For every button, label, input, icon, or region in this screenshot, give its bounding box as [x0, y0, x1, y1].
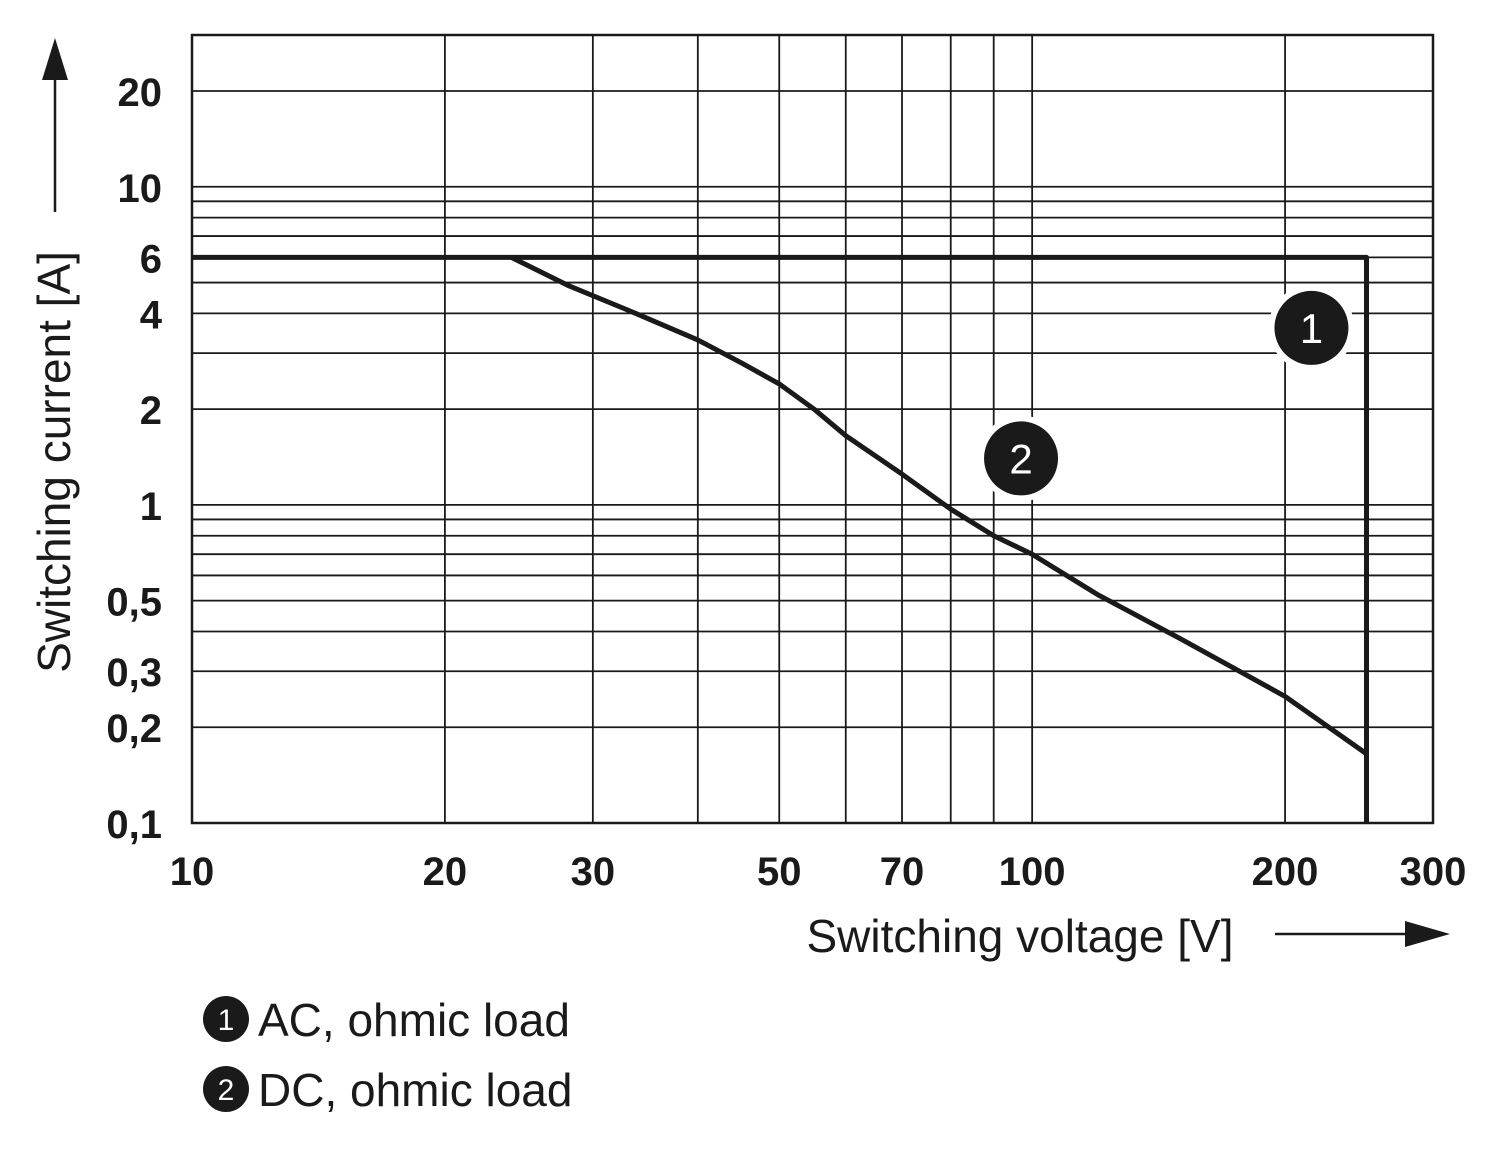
- y-tick-label: 0,1: [106, 803, 162, 847]
- legend-marker-1-icon: [203, 996, 249, 1042]
- x-tick-label: 30: [571, 850, 616, 894]
- legend-marker-1-number: 1: [218, 1004, 235, 1037]
- legend: 1 AC, ohmic load 2 DC, ohmic load: [203, 994, 572, 1116]
- y-tick-label: 4: [140, 293, 163, 337]
- series-marker-1-icon: [1274, 290, 1349, 365]
- y-tick-label: 0,2: [106, 707, 162, 751]
- legend-item-1: 1 AC, ohmic load: [203, 994, 570, 1046]
- legend-marker-2-icon: [203, 1066, 249, 1112]
- x-tick-label: 10: [170, 850, 215, 894]
- y-tick-label: 10: [118, 167, 163, 211]
- series-line-1: [192, 254, 1369, 823]
- series-marker-2-icon: [984, 421, 1059, 496]
- series-markers: 12: [978, 284, 1355, 502]
- x-tick-label: 100: [999, 850, 1066, 894]
- y-axis-arrow-head-icon: [42, 38, 68, 80]
- y-tick-label: 20: [118, 71, 163, 115]
- series-marker-number-2: 2: [1009, 435, 1032, 482]
- plot-frame: [190, 33, 1435, 825]
- x-axis-arrow-head-icon: [1405, 921, 1450, 947]
- y-tick-label: 2: [140, 389, 162, 433]
- y-axis-title: Switching current [A]: [28, 251, 80, 673]
- x-tick-label: 200: [1252, 850, 1319, 894]
- series-marker-number-1: 1: [1300, 305, 1323, 352]
- legend-marker-2-number: 2: [218, 1074, 235, 1107]
- x-tick-labels: 10 20 30 50 70 100 200 300: [170, 850, 1467, 894]
- legend-label-1: AC, ohmic load: [258, 994, 570, 1046]
- x-tick-label: 70: [880, 850, 925, 894]
- y-tick-label: 0,5: [106, 581, 162, 625]
- x-tick-label: 50: [757, 850, 802, 894]
- legend-label-2: DC, ohmic load: [258, 1064, 572, 1116]
- legend-item-2: 2 DC, ohmic load: [203, 1064, 572, 1116]
- x-axis-title: Switching voltage [V]: [806, 910, 1233, 962]
- series-line-2: [510, 255, 1368, 756]
- y-tick-label: 0,3: [106, 651, 162, 695]
- x-tick-label: 300: [1400, 850, 1467, 894]
- y-tick-label: 6: [140, 237, 162, 281]
- x-tick-label: 20: [423, 850, 468, 894]
- grid: [191, 34, 1434, 824]
- y-tick-labels: 20 10 6 4 2 1 0,5 0,3 0,2 0,1: [106, 71, 162, 847]
- y-tick-label: 1: [140, 485, 162, 529]
- curves: [192, 254, 1369, 823]
